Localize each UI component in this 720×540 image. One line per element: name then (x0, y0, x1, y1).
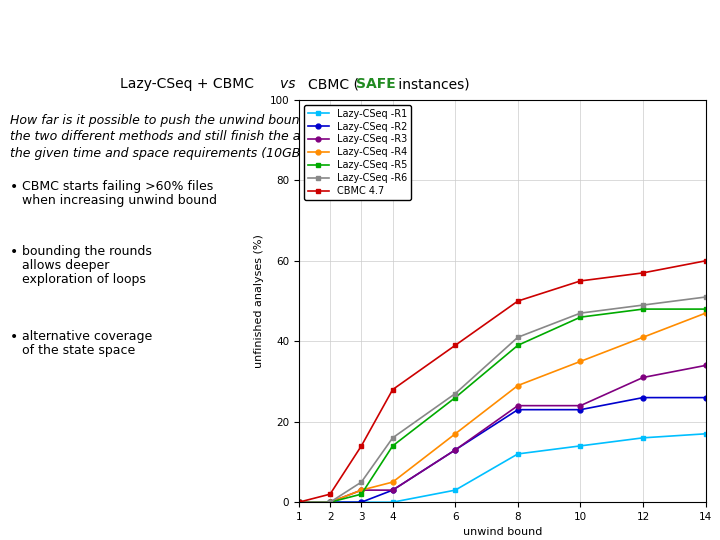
Lazy-CSeq -R2 (388, 487, 397, 494)
Lazy-CSeq -R5 (325, 499, 334, 505)
Lazy-CSeq -R1 (513, 451, 522, 457)
Lazy-CSeq -R1 (576, 443, 585, 449)
Lazy-CSeq -R2 (639, 394, 647, 401)
Text: of the state space: of the state space (22, 344, 135, 357)
Lazy-CSeq -R2 (513, 407, 522, 413)
Lazy-CSeq -R4 (451, 430, 459, 437)
Text: •: • (10, 330, 18, 344)
CBMC 4.7 (357, 443, 366, 449)
Text: vs: vs (280, 77, 295, 91)
Lazy-CSeq -R3 (357, 487, 366, 494)
Text: SAFE: SAFE (356, 77, 396, 91)
Lazy-CSeq -R4 (576, 358, 585, 365)
Text: when increasing unwind bound: when increasing unwind bound (22, 193, 217, 207)
Lazy-CSeq -R6 (357, 479, 366, 485)
Lazy-CSeq -R1 (325, 499, 334, 505)
Text: CBMC (: CBMC ( (308, 77, 359, 91)
Lazy-CSeq -R6 (451, 390, 459, 397)
Lazy-CSeq -R3 (325, 499, 334, 505)
CBMC 4.7 (294, 499, 303, 505)
Lazy-CSeq -R6 (576, 310, 585, 316)
CBMC 4.7 (701, 258, 710, 264)
CBMC 4.7 (513, 298, 522, 305)
Lazy-CSeq -R4 (639, 334, 647, 341)
Lazy-CSeq -R5 (513, 342, 522, 348)
Text: •: • (10, 179, 18, 193)
Text: bounding the rounds: bounding the rounds (22, 245, 152, 258)
X-axis label: unwind bound: unwind bound (462, 528, 542, 537)
Lazy-CSeq -R2 (701, 394, 710, 401)
Lazy-CSeq -R5 (294, 499, 303, 505)
Text: alternative coverage: alternative coverage (22, 330, 152, 343)
Lazy-CSeq -R4 (388, 479, 397, 485)
Line: CBMC 4.7: CBMC 4.7 (297, 258, 708, 505)
CBMC 4.7 (451, 342, 459, 348)
Lazy-CSeq -R6 (325, 499, 334, 505)
Lazy-CSeq -R2 (294, 499, 303, 505)
Lazy-CSeq -R5 (576, 314, 585, 320)
Lazy-CSeq -R3 (451, 447, 459, 453)
Lazy-CSeq -R6 (388, 435, 397, 441)
Lazy-CSeq -R4 (325, 499, 334, 505)
Lazy-CSeq -R2 (451, 447, 459, 453)
Lazy-CSeq -R6 (513, 334, 522, 341)
Lazy-CSeq -R6 (639, 302, 647, 308)
Lazy-CSeq -R1 (701, 430, 710, 437)
Lazy-CSeq -R1 (388, 499, 397, 505)
Lazy-CSeq -R2 (357, 499, 366, 505)
Text: allows deeper: allows deeper (22, 259, 109, 272)
Text: exploration of loops: exploration of loops (22, 273, 146, 286)
Text: •: • (10, 245, 18, 259)
Y-axis label: unfinished analyses (%): unfinished analyses (%) (254, 234, 264, 368)
Text: Lazy-CSeq + CBMC: Lazy-CSeq + CBMC (120, 77, 254, 91)
Text: the two different methods and still finish the analysis within: the two different methods and still fini… (10, 131, 385, 144)
Lazy-CSeq -R3 (513, 402, 522, 409)
Legend: Lazy-CSeq -R1, Lazy-CSeq -R2, Lazy-CSeq -R3, Lazy-CSeq -R4, Lazy-CSeq -R5, Lazy-: Lazy-CSeq -R1, Lazy-CSeq -R2, Lazy-CSeq … (304, 105, 411, 200)
Line: Lazy-CSeq -R5: Lazy-CSeq -R5 (297, 307, 708, 505)
Lazy-CSeq -R1 (639, 435, 647, 441)
Lazy-CSeq -R5 (701, 306, 710, 312)
Lazy-CSeq -R4 (294, 499, 303, 505)
Line: Lazy-CSeq -R4: Lazy-CSeq -R4 (297, 310, 708, 505)
Lazy-CSeq -R2 (576, 407, 585, 413)
CBMC 4.7 (388, 386, 397, 393)
Lazy-CSeq -R4 (513, 382, 522, 389)
Lazy-CSeq -R3 (639, 374, 647, 381)
Lazy-CSeq -R1 (451, 487, 459, 494)
Line: Lazy-CSeq -R3: Lazy-CSeq -R3 (297, 363, 708, 505)
Lazy-CSeq -R3 (701, 362, 710, 369)
Lazy-CSeq -R3 (576, 402, 585, 409)
Text: the given time and space requirements (10GB, 750s)?: the given time and space requirements (1… (10, 146, 351, 159)
Lazy-CSeq -R6 (701, 294, 710, 300)
Lazy-CSeq -R5 (639, 306, 647, 312)
Lazy-CSeq -R5 (451, 394, 459, 401)
Text: CBMC starts failing >60% files: CBMC starts failing >60% files (22, 179, 213, 193)
CBMC 4.7 (576, 278, 585, 284)
Text: How far is it possible to push the unwind bound with: How far is it possible to push the unwin… (10, 114, 338, 127)
Lazy-CSeq -R1 (294, 499, 303, 505)
Lazy-CSeq -R4 (357, 487, 366, 494)
CBMC 4.7 (639, 269, 647, 276)
Lazy-CSeq -R5 (357, 491, 366, 497)
Lazy-CSeq -R5 (388, 443, 397, 449)
Lazy-CSeq -R3 (388, 487, 397, 494)
Line: Lazy-CSeq -R2: Lazy-CSeq -R2 (297, 395, 708, 505)
CBMC 4.7 (325, 491, 334, 497)
Text: Evaluation: state space coverage: Evaluation: state space coverage (16, 18, 485, 42)
Lazy-CSeq -R1 (357, 499, 366, 505)
Text: instances): instances) (394, 77, 469, 91)
Lazy-CSeq -R6 (294, 499, 303, 505)
Lazy-CSeq -R2 (325, 499, 334, 505)
Line: Lazy-CSeq -R6: Lazy-CSeq -R6 (297, 295, 708, 505)
Lazy-CSeq -R4 (701, 310, 710, 316)
Lazy-CSeq -R3 (294, 499, 303, 505)
Line: Lazy-CSeq -R1: Lazy-CSeq -R1 (297, 431, 708, 505)
